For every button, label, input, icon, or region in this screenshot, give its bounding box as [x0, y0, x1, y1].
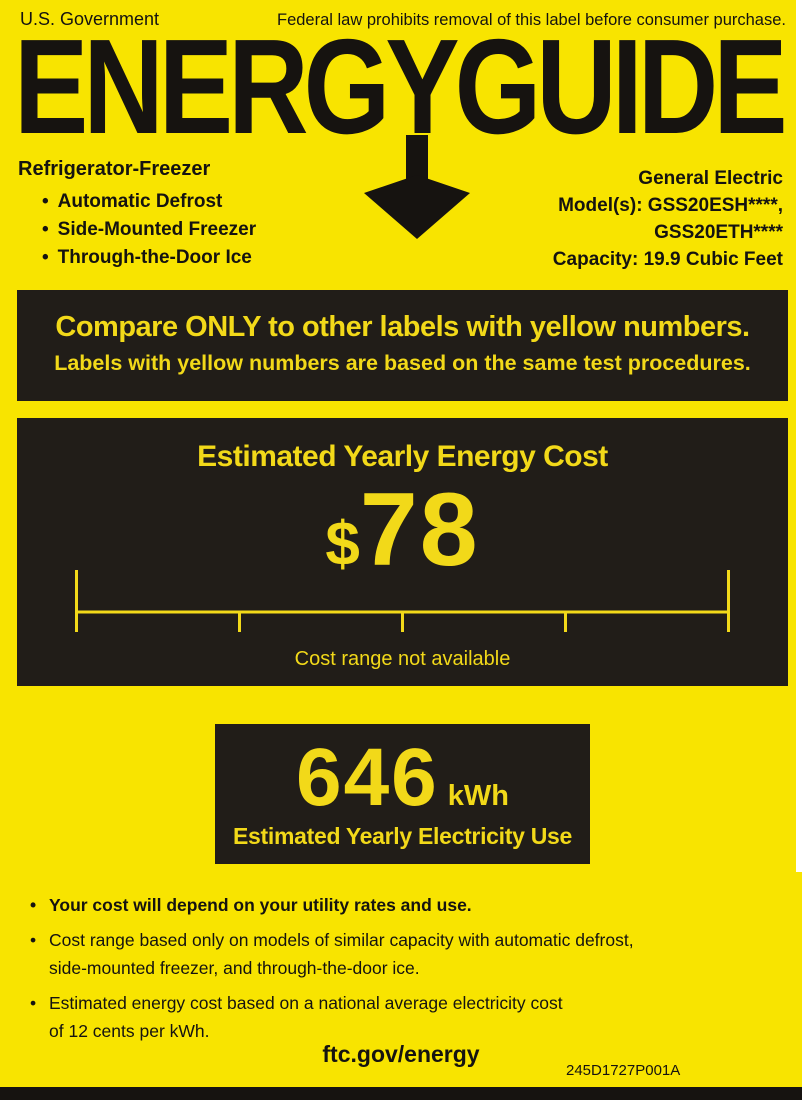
compare-headline: Compare ONLY to other labels with yellow… — [55, 311, 750, 343]
feature-list: • Automatic Defrost • Side-Mounted Freez… — [18, 188, 256, 272]
footnote-text: Cost range based only on models of simil… — [49, 926, 634, 982]
footnote-item: • Your cost will depend on your utility … — [30, 891, 760, 919]
cost-range-scale — [75, 570, 730, 632]
footnote-line: side-mounted freezer, and through-the-do… — [49, 958, 420, 978]
compare-notice-box: Compare ONLY to other labels with yellow… — [17, 290, 788, 401]
bottom-border-bar — [0, 1087, 802, 1100]
compare-subline: Labels with yellow numbers are based on … — [54, 351, 751, 375]
footnote-item: • Cost range based only on models of sim… — [30, 926, 760, 982]
cost-heading: Estimated Yearly Energy Cost — [197, 440, 608, 473]
energy-cost-box: Estimated Yearly Energy Cost $78 Cost ra… — [17, 418, 788, 686]
feature-item: • Through-the-Door Ice — [42, 244, 256, 272]
bullet-icon: • — [30, 895, 37, 915]
kwh-unit: kWh — [447, 780, 510, 812]
manufacturer-info: General Electric Model(s): GSS20ESH****,… — [553, 165, 783, 273]
model-numbers-line1: Model(s): GSS20ESH****, — [558, 195, 783, 216]
kwh-value: 646 — [295, 732, 439, 823]
bullet-icon: • — [30, 993, 37, 1013]
bullet-icon: • — [30, 930, 37, 950]
feature-item: • Automatic Defrost — [42, 188, 256, 216]
federal-law-notice: Federal law prohibits removal of this la… — [276, 11, 786, 29]
title-guide: GUIDE — [454, 11, 788, 162]
us-government-text: U.S. Government — [20, 9, 160, 29]
feature-label: Automatic Defrost — [57, 191, 223, 212]
scan-edge-artifact — [796, 0, 802, 872]
bullet-icon: • — [42, 219, 49, 240]
cost-range-note: Cost range not available — [294, 648, 511, 670]
feature-item: • Side-Mounted Freezer — [42, 216, 256, 244]
manufacturer-name: General Electric — [638, 168, 783, 189]
electricity-caption: Estimated Yearly Electricity Use — [232, 823, 572, 849]
down-arrow-icon — [364, 135, 470, 239]
footnotes: • Your cost will depend on your utility … — [30, 891, 760, 1052]
footnote-line: Estimated energy cost based on a nationa… — [49, 993, 563, 1013]
feature-label: Through-the-Door Ice — [57, 247, 252, 268]
appliance-category: Refrigerator-Freezer — [18, 158, 211, 180]
feature-label: Side-Mounted Freezer — [57, 219, 257, 240]
footnote-text: Estimated energy cost based on a nationa… — [49, 989, 563, 1045]
bullet-icon: • — [42, 191, 49, 212]
currency-symbol: $ — [325, 510, 360, 579]
footnote-item: • Estimated energy cost based on a natio… — [30, 989, 760, 1045]
model-numbers-line2: GSS20ETH**** — [654, 222, 783, 243]
capacity-text: Capacity: 19.9 Cubic Feet — [552, 249, 783, 270]
footnote-line: of 12 cents per kWh. — [49, 1021, 210, 1041]
part-number: 245D1727P001A — [566, 1062, 681, 1079]
footnote-text: Your cost will depend on your utility ra… — [49, 895, 472, 915]
electricity-use-box: 646 kWh Estimated Yearly Electricity Use — [215, 724, 590, 864]
energyguide-title: ENERGYGUIDE — [14, 19, 788, 154]
cost-value: 78 — [359, 472, 480, 588]
electricity-amount: 646 kWh — [215, 737, 590, 819]
bullet-icon: • — [42, 247, 49, 268]
cost-amount: $78 — [17, 478, 788, 582]
footnote-line: Cost range based only on models of simil… — [49, 930, 634, 950]
appliance-info: Refrigerator-Freezer • Automatic Defrost… — [18, 158, 256, 272]
title-energy: ENERGY — [14, 11, 460, 162]
ftc-url: ftc.gov/energy — [322, 1041, 480, 1067]
